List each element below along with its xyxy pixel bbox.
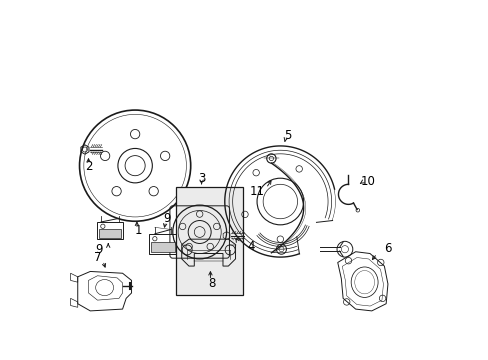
Bar <box>97 222 122 239</box>
Text: 9: 9 <box>95 243 103 256</box>
Text: 5: 5 <box>283 129 291 142</box>
Text: 2: 2 <box>84 160 92 173</box>
Bar <box>176 187 242 295</box>
Bar <box>99 229 121 238</box>
Bar <box>150 242 175 252</box>
Bar <box>149 234 176 253</box>
Text: 7: 7 <box>94 251 101 264</box>
Text: 1: 1 <box>135 224 142 237</box>
Text: 9: 9 <box>163 212 171 225</box>
Text: 11: 11 <box>249 185 264 198</box>
Text: 6: 6 <box>384 242 391 255</box>
Text: 4: 4 <box>247 240 254 253</box>
Text: 8: 8 <box>208 278 216 291</box>
Text: 10: 10 <box>360 175 375 188</box>
Text: 3: 3 <box>198 172 205 185</box>
